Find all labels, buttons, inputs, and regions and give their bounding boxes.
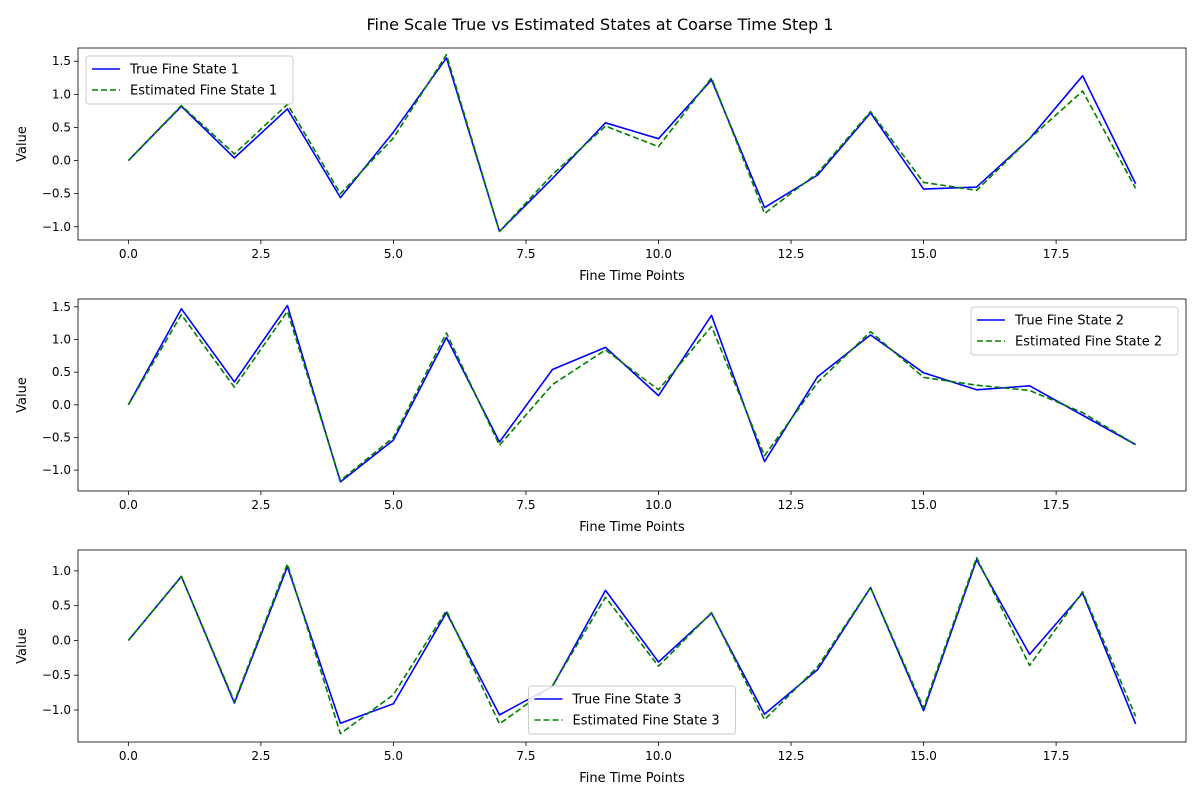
x-axis-label: Fine Time Points	[579, 771, 685, 786]
y-tick-label: 1.0	[52, 564, 71, 578]
axes-frame	[77, 47, 1187, 241]
y-tick-label: −0.5	[42, 430, 71, 444]
legend-entry-label: Estimated Fine State 1	[130, 84, 277, 99]
y-tick-label: 1.0	[52, 332, 71, 346]
x-tick-label: 2.5	[251, 498, 270, 512]
x-tick-label: 7.5	[516, 498, 535, 512]
x-tick-label: 7.5	[516, 749, 535, 763]
y-tick-label: 0.0	[52, 154, 71, 168]
x-tick-label: 15.0	[910, 749, 937, 763]
x-tick-label: 10.0	[645, 749, 672, 763]
x-tick-label: 10.0	[645, 498, 672, 512]
x-tick-label: 2.5	[251, 749, 270, 763]
legend-frame	[528, 685, 736, 735]
x-tick-label: 5.0	[384, 498, 403, 512]
x-tick-label: 17.5	[1043, 498, 1070, 512]
legend-entry-label: True Fine State 2	[1014, 314, 1124, 329]
x-tick-label: 17.5	[1043, 749, 1070, 763]
legend-entry-label: True Fine State 1	[129, 63, 239, 78]
x-tick-label: 0.0	[119, 247, 138, 261]
x-tick-label: 12.5	[778, 749, 805, 763]
true-state-line	[127, 304, 1137, 483]
y-tick-label: 1.5	[52, 54, 71, 68]
x-tick-label: 15.0	[910, 498, 937, 512]
y-tick-label: 0.5	[52, 599, 71, 613]
legend: True Fine State 1 Estimated Fine State 1	[85, 55, 294, 105]
estimated-state-line	[127, 556, 1137, 735]
axes-frame	[77, 298, 1187, 492]
y-tick-label: −1.0	[42, 463, 71, 477]
x-tick-label: 7.5	[516, 247, 535, 261]
x-axis-label: Fine Time Points	[579, 520, 685, 535]
x-tick-label: 5.0	[384, 749, 403, 763]
legend: True Fine State 3 Estimated Fine State 3	[528, 685, 736, 735]
x-tick-label: 12.5	[778, 498, 805, 512]
subplot-1: 0.0 2.5 5.0 7.5 10.0 12.5 15.0 17.5 −1.0 −0.5 0.0 0…	[15, 47, 1187, 284]
x-tick-label: 12.5	[778, 247, 805, 261]
y-tick-label: −1.0	[42, 703, 71, 717]
subplot-3: 0.0 2.5 5.0 7.5 10.0 12.5 15.0 17.5 −1.0 −0.5 0.0 0…	[15, 549, 1187, 786]
x-tick-label: 10.0	[645, 247, 672, 261]
x-tick-label: 2.5	[251, 247, 270, 261]
legend-frame	[970, 306, 1179, 356]
y-axis-label: Value	[15, 126, 30, 162]
legend-entry-label: Estimated Fine State 2	[1015, 335, 1162, 350]
subplot-2: 0.0 2.5 5.0 7.5 10.0 12.5 15.0 17.5 −1.0 −0.5 0.0 0…	[15, 298, 1187, 535]
y-axis-label: Value	[15, 377, 30, 413]
axes-frame	[77, 549, 1187, 743]
true-state-line	[127, 57, 1137, 233]
legend: True Fine State 2 Estimated Fine State 2	[970, 306, 1179, 356]
y-tick-label: −1.0	[42, 220, 71, 234]
y-tick-label: 1.0	[52, 87, 71, 101]
x-tick-label: 15.0	[910, 247, 937, 261]
y-tick-label: −0.5	[42, 668, 71, 682]
x-tick-label: 5.0	[384, 247, 403, 261]
x-tick-label: 0.0	[119, 498, 138, 512]
y-tick-label: 0.5	[52, 120, 71, 134]
legend-entry-label: True Fine State 3	[572, 693, 682, 708]
y-tick-label: 0.0	[52, 633, 71, 647]
y-tick-label: 0.0	[52, 398, 71, 412]
y-tick-label: 0.5	[52, 365, 71, 379]
figure-title: Fine Scale True vs Estimated States at C…	[366, 15, 833, 34]
x-tick-label: 0.0	[119, 749, 138, 763]
x-axis-label: Fine Time Points	[579, 269, 685, 284]
legend-frame	[85, 55, 294, 105]
x-tick-label: 17.5	[1043, 247, 1070, 261]
legend-entry-label: Estimated Fine State 3	[573, 714, 720, 729]
y-tick-label: −0.5	[42, 187, 71, 201]
y-tick-label: 1.5	[52, 300, 71, 314]
estimated-state-line	[127, 53, 1137, 233]
estimated-state-line	[127, 310, 1137, 482]
y-axis-label: Value	[15, 628, 30, 664]
subplots: 0.0 2.5 5.0 7.5 10.0 12.5 15.0 17.5 −1.0 −0.5 0.0 0…	[15, 47, 1187, 786]
